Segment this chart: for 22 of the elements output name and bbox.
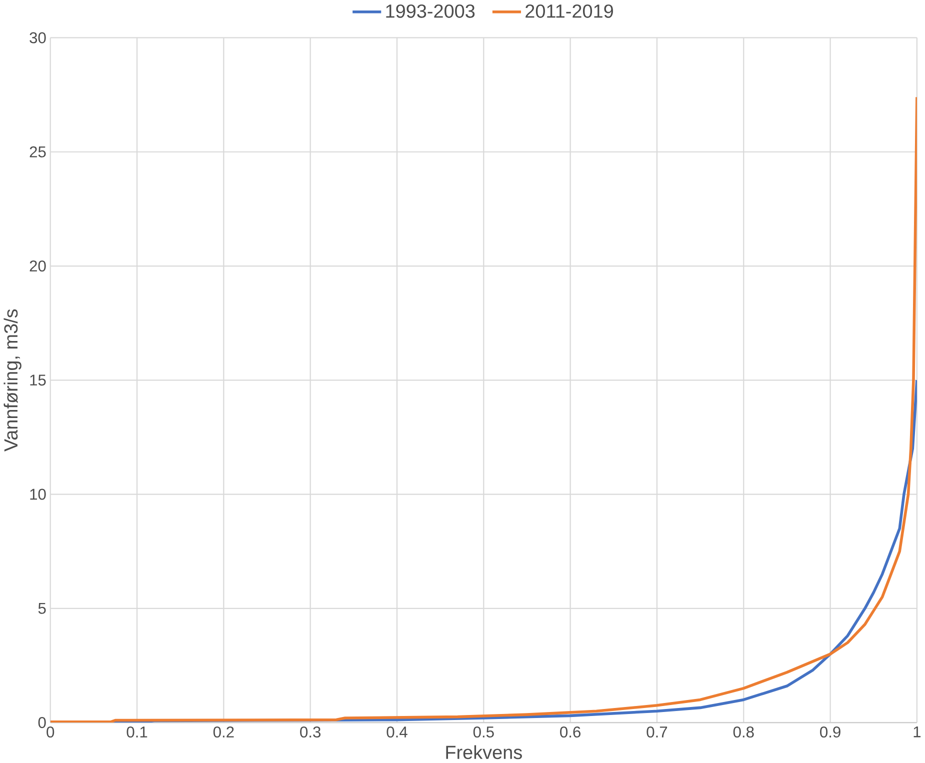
x-tick-label: 0.6 [560, 726, 580, 738]
x-tick-label: 0.5 [473, 726, 494, 738]
legend-label: 2011-2019 [526, 4, 613, 18]
y-tick-label: 25 [30, 146, 46, 158]
x-tick-label: 0.2 [213, 726, 234, 738]
x-tick-label: 0.8 [733, 726, 754, 738]
y-tick-label: 20 [30, 260, 46, 272]
y-tick-label: 5 [38, 603, 46, 614]
x-tick-label: 0 [46, 726, 54, 738]
y-tick-label: 30 [30, 32, 46, 44]
x-tick-label: 0.1 [126, 726, 148, 738]
x-tick-label: 0.3 [300, 726, 320, 738]
x-tick-label: 0.9 [820, 726, 840, 738]
x-tick-label: 1 [914, 726, 921, 738]
y-axis-title: Vannføring, m3/s [4, 309, 22, 452]
x-tick-label: 0.7 [646, 726, 668, 738]
x-axis-title: Frekvens [446, 745, 522, 760]
y-tick-label: 10 [30, 488, 46, 500]
legend-label: 1993-2003 [386, 4, 475, 18]
y-tick-label: 0 [38, 717, 46, 728]
y-tick-label: 15 [30, 374, 46, 386]
x-tick-label: 0.4 [386, 726, 408, 738]
